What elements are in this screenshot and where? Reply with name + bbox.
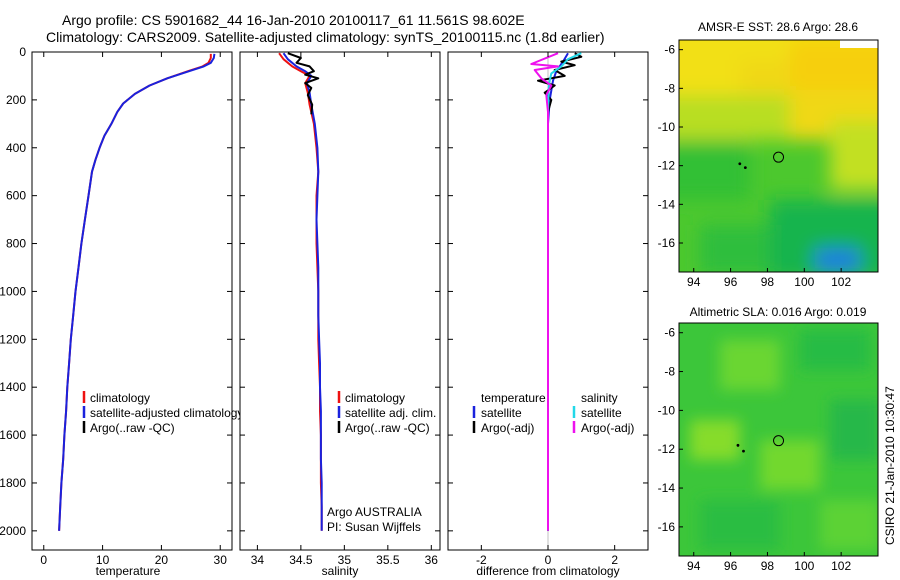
- sla-map-xtick-label: 100: [794, 559, 814, 573]
- temperature-legend: climatology satellite-adjusted climatolo…: [82, 391, 243, 435]
- temperature-ytick-label: 200: [6, 93, 26, 107]
- temperature-ytick-label: 1600: [0, 428, 26, 442]
- sst-map-track-dot: [743, 166, 747, 170]
- salinity-xtick-label: 34: [251, 553, 265, 567]
- sst-map-xtick-label: 98: [761, 275, 775, 289]
- salinity-xlabel: salinity: [322, 564, 359, 578]
- argo-country-annotation: Argo AUSTRALIA: [327, 505, 422, 519]
- sla-map-panel: Altimetric SLA: 0.016 Argo: 0.019 94 96 98…: [658, 305, 879, 573]
- legend-satellite-adjusted-label: satellite-adjusted climatology: [90, 406, 243, 420]
- legend-climatology-label: climatology: [345, 391, 405, 405]
- sla-map-title: Altimetric SLA: 0.016 Argo: 0.019: [690, 305, 867, 319]
- temperature-ytick-label: 1800: [0, 476, 26, 490]
- difference-series-line-salinity-argo-adj-: [530, 52, 559, 531]
- pi-annotation: PI: Susan Wijffels: [327, 520, 421, 534]
- temperature-ytick-label: 800: [6, 237, 26, 251]
- legend-temp-satellite-label: satellite: [481, 406, 522, 420]
- temperature-ytick-label: 0: [19, 45, 26, 59]
- sst-map-track-dot: [738, 162, 742, 166]
- sst-map-xtick-label: 94: [687, 275, 701, 289]
- legend-sal-argo-label: Argo(-adj): [581, 421, 634, 435]
- salinity-xtick-label: 35: [338, 553, 352, 567]
- legend-argo-label: Argo(..raw -QC): [345, 421, 430, 435]
- temperature-xtick-label: 30: [214, 553, 228, 567]
- temperature-xlabel: temperature: [96, 564, 161, 578]
- difference-xtick-label: -2: [476, 553, 487, 567]
- salinity-xtick-label: 35.5: [376, 553, 400, 567]
- sla-heatmap: [679, 323, 878, 556]
- difference-xtick-label: 0: [545, 553, 552, 567]
- sst-map-title: AMSR-E SST: 28.6 Argo: 28.6: [698, 20, 858, 34]
- sla-map-ytick-label: -8: [664, 365, 675, 379]
- temperature-xtick-label: 10: [96, 553, 110, 567]
- sst-map-argo-position-marker: [773, 151, 785, 163]
- sla-map-ytick-label: -14: [658, 481, 676, 495]
- sla-map-xtick-label: 98: [761, 559, 775, 573]
- temperature-xtick-label: 20: [155, 553, 169, 567]
- sst-map-ytick-label: -14: [658, 197, 676, 211]
- temperature-ytick-label: 1400: [0, 380, 26, 394]
- difference-xtick-label: 2: [611, 553, 618, 567]
- legend-climatology-label: climatology: [90, 391, 150, 405]
- legend-argo-label: Argo(..raw -QC): [90, 421, 175, 435]
- difference-panel: -2 0 2 temperature satellite Argo(-adj) sa…: [447, 51, 649, 578]
- legend-satellite-adj-label: satellite adj. clim.: [345, 406, 436, 420]
- figure-title-line2: Climatology: CARS2009. Satellite-adjuste…: [46, 29, 605, 45]
- difference-legend-salinity: salinity satellite Argo(-adj): [572, 391, 634, 435]
- salinity-panel: 34 34.5 35 35.5 36 climatology satellite adj…: [239, 51, 441, 578]
- legend-temperature-heading: temperature: [481, 391, 546, 405]
- sst-map-xtick-label: 102: [831, 275, 851, 289]
- legend-temp-argo-label: Argo(-adj): [481, 421, 534, 435]
- sst-map-xtick-label: 100: [794, 275, 814, 289]
- temperature-ytick-label: 400: [6, 141, 26, 155]
- sst-map-ytick-label: -12: [658, 159, 676, 173]
- sla-map-track-dot: [736, 443, 740, 447]
- sla-map-xtick-label: 94: [687, 559, 701, 573]
- temperature-series-line-satellite-adjusted-climatology: [58, 53, 216, 531]
- sst-map-ytick-label: -6: [664, 43, 675, 57]
- sla-map-ytick-label: -10: [658, 403, 676, 417]
- salinity-legend: climatology satellite adj. clim. Argo(..…: [337, 391, 436, 435]
- sla-map-xtick-label: 96: [724, 559, 738, 573]
- temperature-ytick-label: 1200: [0, 332, 26, 346]
- sla-map-ytick-label: -16: [658, 520, 676, 534]
- salinity-series-line-argo-raw-qc-: [287, 52, 320, 115]
- figure-title-line1: Argo profile: CS 5901682_44 16-Jan-2010 …: [62, 12, 525, 28]
- sla-map-track-dot: [742, 449, 745, 453]
- salinity-xtick-label: 36: [425, 553, 439, 567]
- temperature-panel: 0 10 20 30 0 200 400 600 800 1000 1200 1400 1600 1800…: [0, 45, 243, 578]
- sla-map-ytick-label: -12: [658, 442, 676, 456]
- legend-sal-satellite-label: satellite: [581, 406, 622, 420]
- sst-map-panel: AMSR-E SST: 28.6 Argo: 28.6 94 96 98 100 102…: [658, 20, 879, 289]
- sst-map-ytick-label: -16: [658, 236, 676, 250]
- sst-heatmap: [679, 40, 878, 272]
- difference-xlabel: difference from climatology: [476, 564, 619, 578]
- temperature-xtick-label: 0: [40, 553, 47, 567]
- temperature-ytick-label: 2000: [0, 524, 26, 538]
- sst-map-ytick-label: -10: [658, 120, 676, 134]
- sla-map-ytick-label: -6: [664, 326, 675, 340]
- sst-map-ytick-label: -8: [664, 81, 675, 95]
- sla-map-argo-position-marker: [773, 435, 785, 447]
- temperature-ytick-label: 600: [6, 189, 26, 203]
- sla-map-xtick-label: 102: [831, 559, 851, 573]
- difference-series-line-temperature-argo-adj-: [537, 52, 583, 531]
- legend-salinity-heading: salinity: [581, 391, 618, 405]
- difference-legend-temperature: temperature satellite Argo(-adj): [472, 391, 546, 435]
- salinity-xtick-label: 34.5: [289, 553, 313, 567]
- sst-map-xtick-label: 96: [724, 275, 738, 289]
- temperature-ytick-label: 1000: [0, 284, 26, 298]
